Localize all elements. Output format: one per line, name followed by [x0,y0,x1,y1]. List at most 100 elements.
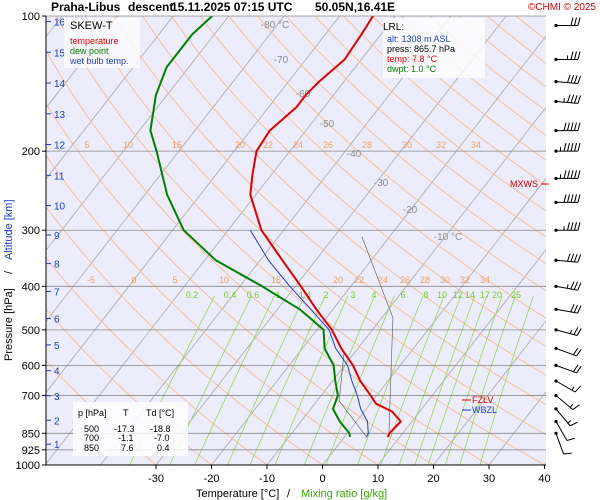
altitude-tick-label: 15 [54,48,66,59]
dry-adiabat-line [228,16,546,291]
mixing-ratio-line [399,295,462,465]
wind-barb [554,379,582,393]
dry-adiabat-label: 20 [333,275,343,285]
wind-barb-shaft [555,81,578,85]
dry-adiabat-label: 28 [362,140,372,150]
wind-barb-feather [566,74,571,83]
wind-barb-feather [566,94,571,103]
mixing-ratio-line [357,295,424,465]
isotherm-line [46,16,230,251]
altitude-tick-label: 7 [54,287,60,298]
wind-barb-feather [574,170,577,179]
temperature-tick-label: 40 [538,473,550,485]
dry-adiabat-label: 32 [460,275,470,285]
wind-barb [554,122,581,133]
wind-barb-feather [577,17,581,26]
pressure-tick-label: 925 [22,445,40,457]
table-header-td: Td [°C] [146,408,174,418]
dry-adiabat-label: 24 [293,140,303,150]
wind-barb [554,327,582,337]
wind-barb-shaft [555,433,564,455]
isotherm-line [433,320,546,465]
wind-barb-half-feather [570,329,573,334]
isotherm-line [46,16,285,323]
wind-barb-column [554,17,582,455]
wind-barb-feather [574,17,577,26]
isotherm-line [46,16,119,109]
mixing-ratio-label: 4 [371,290,376,300]
wind-barb-feather [577,254,582,263]
wind-barb-feather [570,51,574,60]
wind-barb [554,281,582,291]
wind-barb-feather [577,51,581,60]
wind-barb [554,407,578,427]
mixing-ratio-line [427,295,488,465]
isotherm-label: -10 °C [434,232,462,243]
wind-barb-feather [577,95,582,104]
y-axis-title: Pressure [hPa] [3,288,15,361]
dry-adiabat-label: 15 [172,140,182,150]
dry-adiabat-label: 0 [131,275,136,285]
wind-barb-feather [573,75,578,84]
mixing-ratio-label: 14 [465,290,475,300]
legend-dew-point: dew point [70,46,109,56]
table-cell: 850 [84,443,99,453]
wind-barb [554,253,582,263]
wind-barb-half-feather [566,284,569,289]
isotherm-line [46,16,396,465]
dry-adiabat-line [257,16,546,264]
wind-barb-shaft [555,421,568,441]
temperature-tick-label: -10 [259,473,275,485]
wind-barb-feather [574,222,577,231]
wind-barb [554,222,581,232]
wind-barb [554,194,581,204]
wind-barb [554,346,582,357]
wind-barb-feather [573,253,578,263]
isotherm-line [266,106,546,465]
temperature-tick-label: -20 [204,473,220,485]
lrl-title: LRL: [383,22,404,33]
wind-barb-feather [570,253,575,262]
dry-adiabat-label: 24 [378,275,388,285]
altitude-tick-label: 9 [54,231,60,242]
altitude-tick-label: 16 [54,18,66,29]
wind-barb-feather [566,253,571,262]
isotherm-line [377,248,546,465]
wind-barb [554,393,580,410]
wind-barb-shaft [555,308,578,314]
wind-barb-shaft [555,329,578,337]
wind-barb-shaft [555,347,577,357]
mixing-ratio-label: 25 [511,290,521,300]
wind-barb-feather [577,143,581,152]
wind-barb-half-feather [571,386,575,391]
dry-adiabat-label: 5 [84,140,89,150]
dry-adiabat-line [170,16,546,347]
wind-barb [554,74,582,85]
header-phase: descent [128,0,173,14]
wind-barb-feather [570,304,575,313]
wind-barb-feather [563,143,567,152]
wind-barb-feather [573,95,578,104]
header-station: Praha-Libus [51,0,121,14]
isotherm-label: -40 [347,149,362,160]
pressure-tick-label: 700 [22,390,40,402]
wind-barb-shaft [555,259,578,263]
table-cell: -7.0 [154,433,170,443]
isotherm-label: -70 [274,55,289,66]
pressure-tick-label: 300 [22,225,40,237]
dry-adiabat-label: 22 [263,140,273,150]
temperature-tick-label: -30 [148,473,164,485]
pressure-tick-label: 850 [22,428,40,440]
parcel-guide-lines [338,236,394,438]
legend-wet-bulb: wet bulb temp. [69,56,129,66]
isotherm-label: -20 [403,205,418,216]
wind-barb-feather [576,348,582,357]
x-axis-title-separator: / [287,488,291,500]
mixing-ratio-label: 1.4 [299,290,312,300]
wind-barb-feather [577,305,582,314]
wind-barb-shaft [555,364,577,374]
dry-adiabat-label: 34 [471,140,481,150]
mixing-ratio-line [249,295,326,465]
isotherm-line [155,16,507,465]
wind-barb-feather [570,74,575,84]
